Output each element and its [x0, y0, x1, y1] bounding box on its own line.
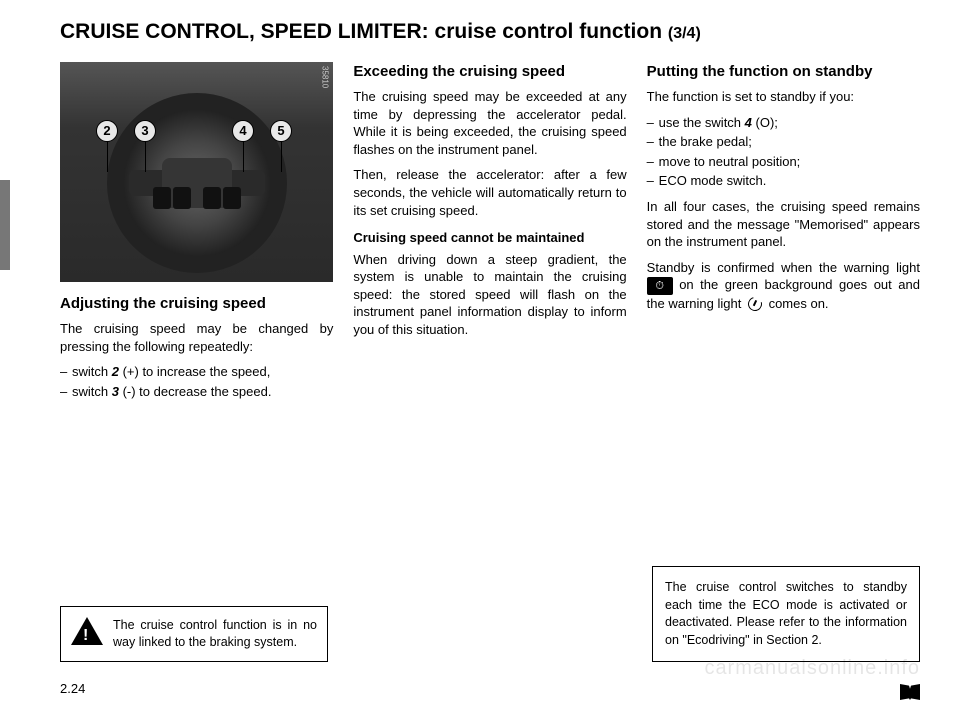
- note-box: The cruise control switches to standby e…: [652, 566, 920, 662]
- text: (-) to decrease the speed.: [119, 384, 271, 399]
- text: switch: [72, 364, 112, 379]
- book-icon: [900, 684, 920, 700]
- col1-list: switch 2 (+) to increase the speed, swit…: [60, 363, 333, 400]
- figure-code: 35810: [319, 66, 330, 88]
- col1-heading: Adjusting the cruising speed: [60, 294, 333, 314]
- title-main: CRUISE CONTROL, SPEED LIMITER: cruise co…: [60, 20, 662, 43]
- steering-wheel-graphic: [107, 93, 287, 273]
- warning-box: The cruise control function is in no way…: [60, 606, 328, 662]
- col3-h1: Putting the function on standby: [647, 62, 920, 82]
- callout-3: 3: [134, 120, 156, 142]
- col2-p3: When driving down a steep gradient, the …: [353, 251, 626, 339]
- callout-4: 4: [232, 120, 254, 142]
- col3-li4: ECO mode switch.: [647, 172, 920, 190]
- col1-p1: The cruising speed may be changed by pre…: [60, 320, 333, 355]
- page-number: 2.24: [60, 681, 85, 696]
- leader-line: [107, 142, 108, 172]
- title-part: (3/4): [668, 25, 701, 42]
- wheel-button: [153, 187, 171, 209]
- leader-line: [243, 142, 244, 172]
- col3-p2: In all four cases, the cruising speed re…: [647, 198, 920, 251]
- text: use the switch: [659, 115, 745, 130]
- col2-p1: The cruising speed may be exceeded at an…: [353, 88, 626, 158]
- col2-p2: Then, release the accelerator: after a f…: [353, 166, 626, 219]
- col3-li1: use the switch 4 (O);: [647, 114, 920, 132]
- col3-p1: The function is set to standby if you:: [647, 88, 920, 106]
- text: (O);: [752, 115, 778, 130]
- col3-li2: the brake pedal;: [647, 133, 920, 151]
- warning-triangle-icon: [71, 617, 103, 645]
- callout-5: 5: [270, 120, 292, 142]
- ref-2: 2: [112, 364, 119, 379]
- wheel-button: [203, 187, 221, 209]
- text: (+) to increase the speed,: [119, 364, 270, 379]
- column-2: Exceeding the cruising speed The cruisin…: [353, 62, 626, 408]
- col1-li1: switch 2 (+) to increase the speed,: [60, 363, 333, 381]
- manual-page: CRUISE CONTROL, SPEED LIMITER: cruise co…: [0, 0, 960, 710]
- col1-li2: switch 3 (-) to decrease the speed.: [60, 383, 333, 401]
- ref-4: 4: [745, 115, 752, 130]
- column-1: 35810 2 3 4 5 Adjusting: [60, 62, 333, 408]
- wheel-button: [223, 187, 241, 209]
- cruise-outline-icon: [745, 296, 765, 312]
- text: switch: [72, 384, 112, 399]
- wheel-button: [173, 187, 191, 209]
- leader-line: [281, 142, 282, 172]
- warning-text: The cruise control function is in no way…: [113, 617, 317, 651]
- col3-list: use the switch 4 (O); the brake pedal; m…: [647, 114, 920, 190]
- callout-2: 2: [96, 120, 118, 142]
- text: Standby is confirmed when the warning li…: [647, 260, 920, 275]
- col2-h2: Cruising speed cannot be maintained: [353, 229, 626, 247]
- ref-3: 3: [112, 384, 119, 399]
- side-tab: [0, 180, 10, 270]
- col3-p3: Standby is confirmed when the warning li…: [647, 259, 920, 313]
- leader-line: [145, 142, 146, 172]
- cruise-indicator-icon: ⏱: [647, 277, 673, 295]
- column-3: Putting the function on standby The func…: [647, 62, 920, 408]
- steering-wheel-figure: 35810 2 3 4 5: [60, 62, 333, 282]
- columns: 35810 2 3 4 5 Adjusting: [60, 62, 920, 408]
- col3-li3: move to neutral position;: [647, 153, 920, 171]
- text: comes on.: [769, 296, 829, 311]
- watermark: carmanualsonline.info: [704, 657, 920, 680]
- col2-h1: Exceeding the cruising speed: [353, 62, 626, 82]
- page-title: CRUISE CONTROL, SPEED LIMITER: cruise co…: [60, 20, 920, 44]
